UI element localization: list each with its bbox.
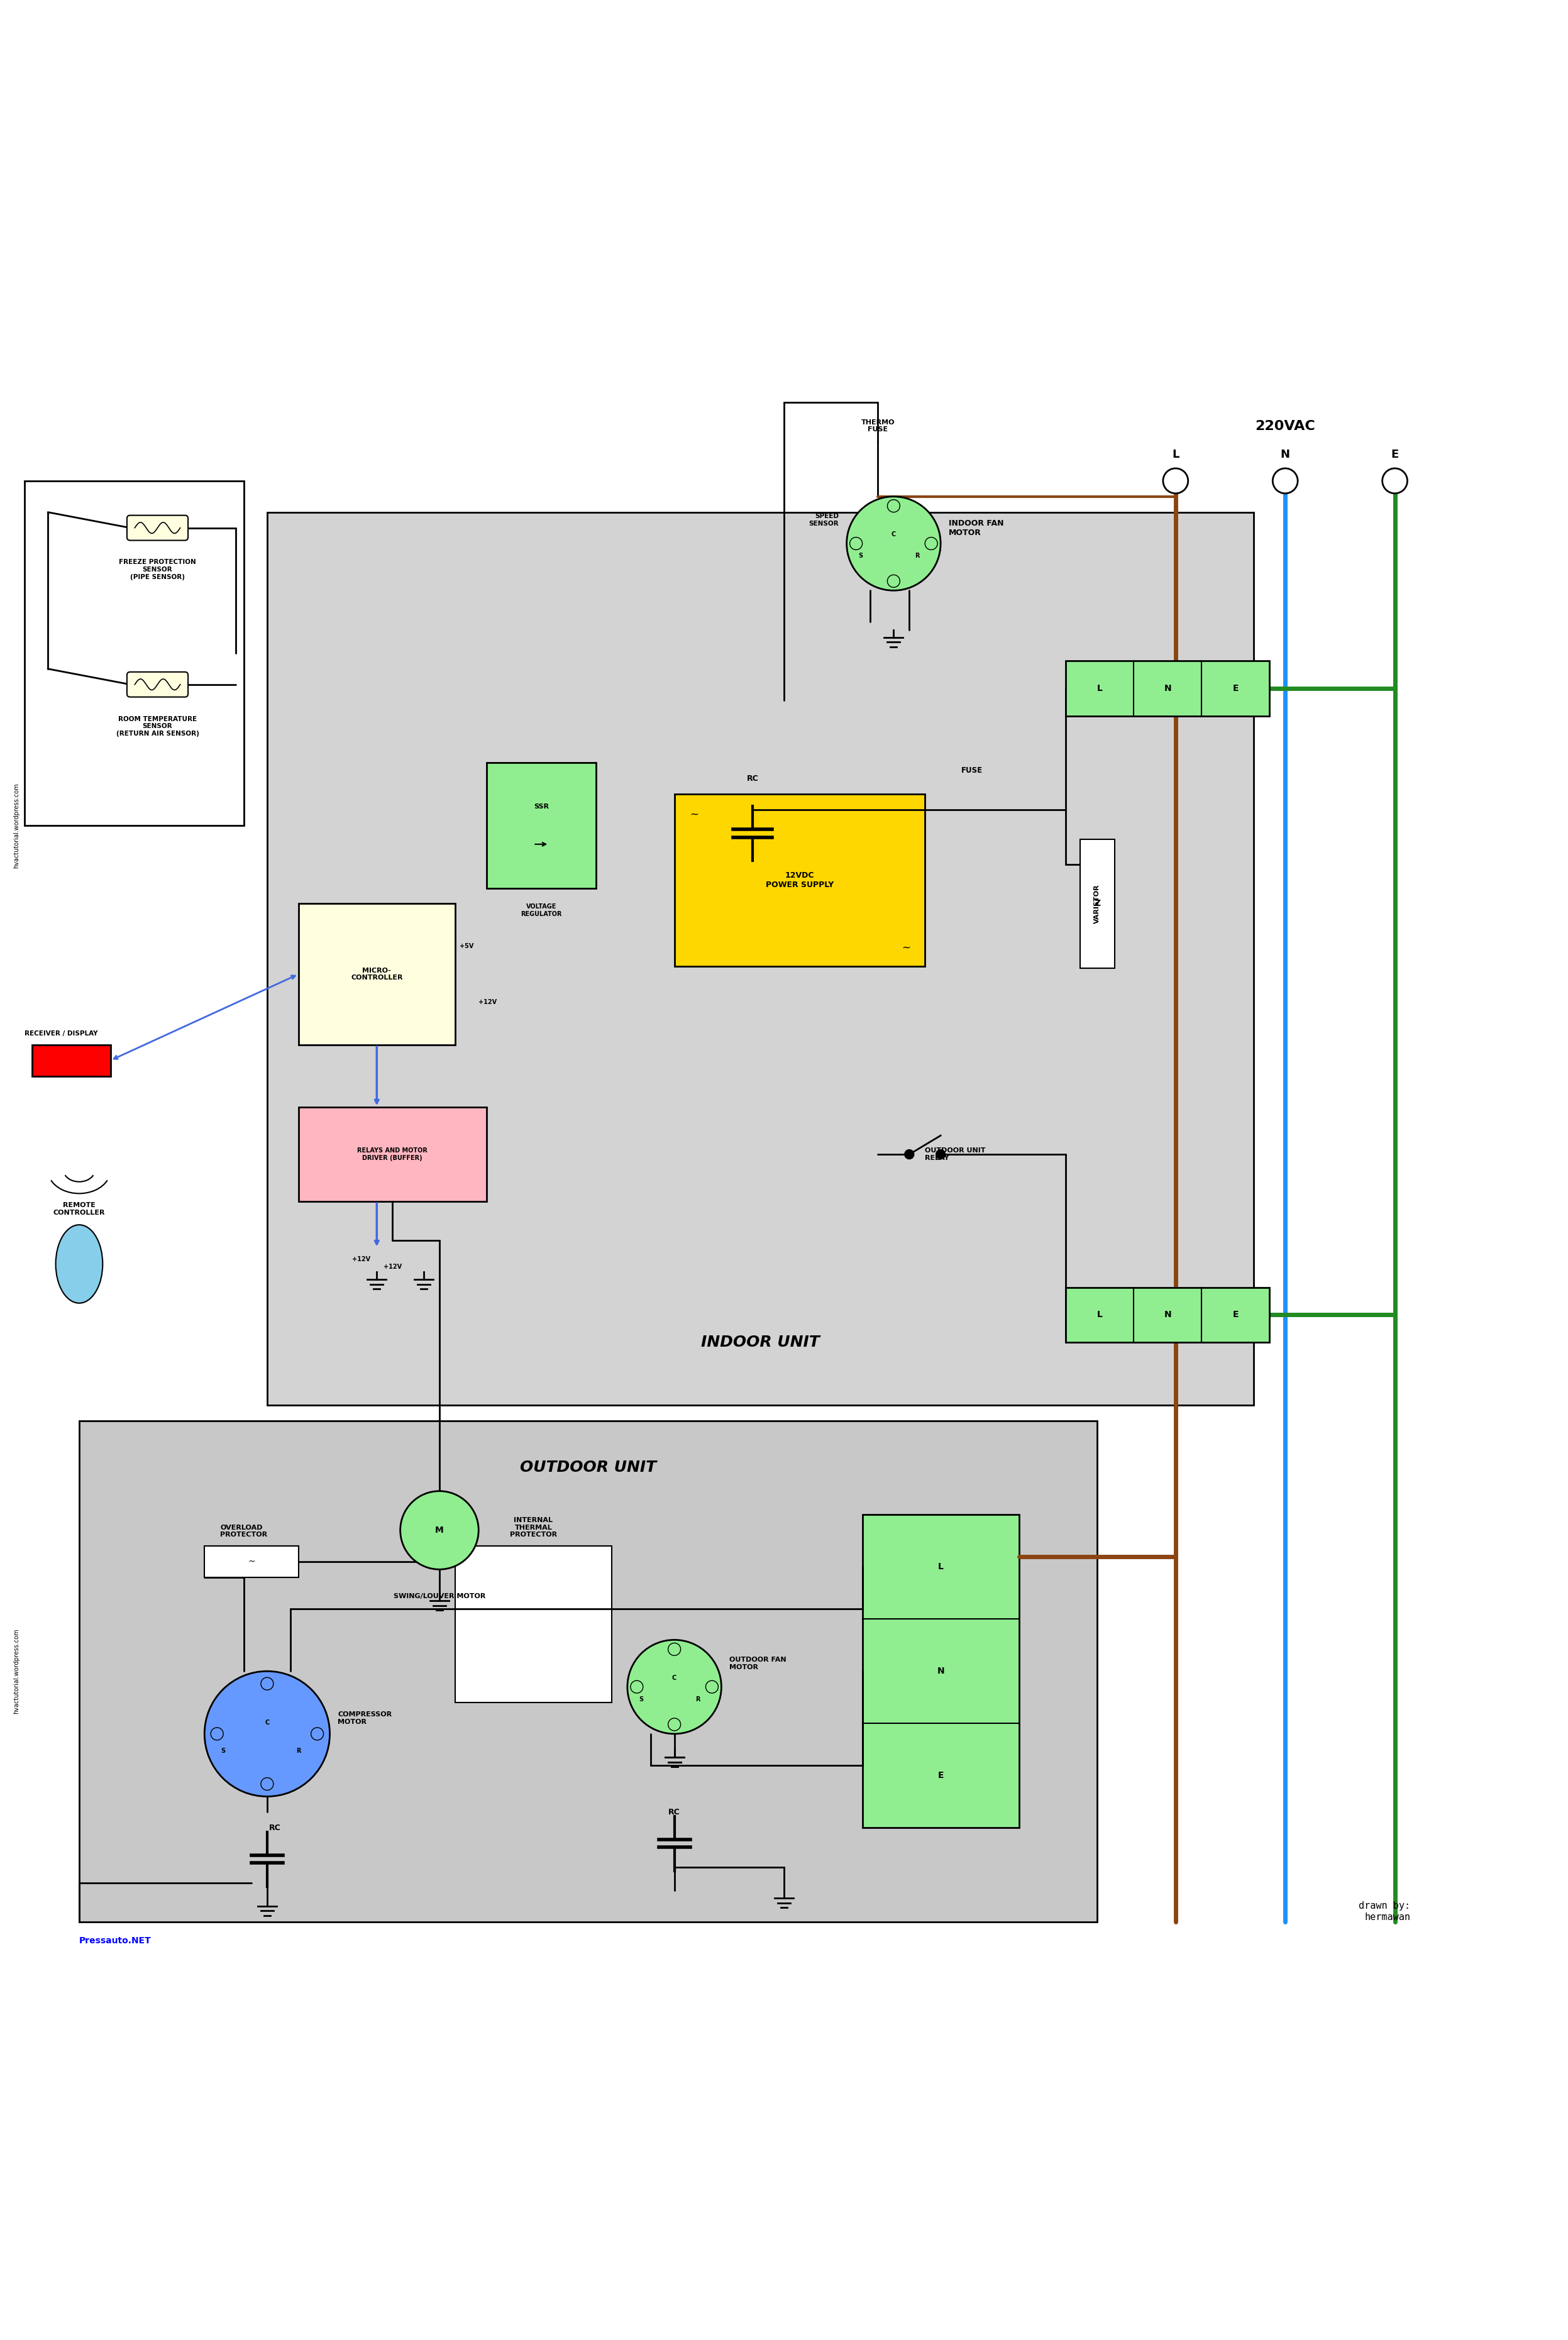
Text: hvactutorial.wordpress.com: hvactutorial.wordpress.com (14, 784, 20, 868)
Text: L: L (938, 1563, 944, 1570)
Text: RECEIVER / DISPLAY: RECEIVER / DISPLAY (25, 1030, 97, 1037)
FancyBboxPatch shape (80, 1420, 1098, 1921)
Text: C: C (265, 1720, 270, 1725)
Text: OUTDOOR UNIT
RELAY: OUTDOOR UNIT RELAY (925, 1147, 986, 1161)
Text: FUSE: FUSE (961, 768, 983, 775)
Text: SSR: SSR (533, 803, 549, 810)
Text: S: S (221, 1748, 226, 1755)
Text: +12V: +12V (478, 999, 497, 1006)
Text: E: E (1391, 449, 1399, 461)
FancyBboxPatch shape (1080, 840, 1115, 969)
Text: FREEZE PROTECTION
SENSOR
(PIPE SENSOR): FREEZE PROTECTION SENSOR (PIPE SENSOR) (119, 559, 196, 580)
Text: hvactutorial.wordpress.com: hvactutorial.wordpress.com (14, 1629, 20, 1713)
Text: SPEED
SENSOR: SPEED SENSOR (809, 512, 839, 526)
FancyBboxPatch shape (486, 763, 596, 889)
Text: INDOOR UNIT: INDOOR UNIT (701, 1334, 820, 1350)
Text: VARISTOR: VARISTOR (1094, 885, 1101, 924)
Circle shape (847, 496, 941, 590)
Text: L: L (1171, 449, 1179, 461)
Circle shape (204, 1671, 329, 1797)
Text: OUTDOOR FAN
MOTOR: OUTDOOR FAN MOTOR (729, 1657, 786, 1671)
FancyBboxPatch shape (204, 1547, 298, 1577)
Text: E: E (938, 1771, 944, 1781)
FancyBboxPatch shape (127, 672, 188, 697)
Text: drawn by:
hermawan: drawn by: hermawan (1359, 1902, 1411, 1921)
Text: ROOM TEMPERATURE
SENSOR
(RETURN AIR SENSOR): ROOM TEMPERATURE SENSOR (RETURN AIR SENS… (116, 716, 199, 737)
Text: N: N (1163, 683, 1171, 693)
Text: +12V: +12V (383, 1264, 401, 1271)
FancyBboxPatch shape (127, 515, 188, 541)
Text: RC: RC (270, 1823, 281, 1832)
Text: ~: ~ (902, 943, 911, 952)
Text: E: E (1232, 1310, 1239, 1320)
Text: N: N (1163, 1310, 1171, 1320)
Text: R: R (696, 1696, 701, 1701)
Text: OVERLOAD
PROTECTOR: OVERLOAD PROTECTOR (220, 1523, 268, 1537)
Text: COMPRESSOR
MOTOR: COMPRESSOR MOTOR (337, 1711, 392, 1725)
FancyBboxPatch shape (455, 1547, 612, 1704)
Text: 220VAC: 220VAC (1254, 419, 1316, 433)
Circle shape (905, 1149, 914, 1158)
FancyBboxPatch shape (674, 793, 925, 966)
Text: ~: ~ (248, 1556, 256, 1565)
Text: RELAYS AND MOTOR
DRIVER (BUFFER): RELAYS AND MOTOR DRIVER (BUFFER) (358, 1147, 428, 1161)
Ellipse shape (56, 1224, 102, 1303)
FancyBboxPatch shape (1066, 1287, 1270, 1343)
Text: RC: RC (668, 1809, 681, 1816)
Text: L: L (1098, 1310, 1102, 1320)
Circle shape (1163, 468, 1189, 494)
Text: THERMO
FUSE: THERMO FUSE (861, 419, 895, 433)
Text: +12V: +12V (351, 1257, 370, 1261)
Text: S: S (859, 552, 862, 559)
FancyBboxPatch shape (298, 903, 455, 1044)
Text: INDOOR FAN
MOTOR: INDOOR FAN MOTOR (949, 519, 1004, 536)
Text: L: L (1098, 683, 1102, 693)
Text: R: R (914, 552, 919, 559)
Circle shape (627, 1640, 721, 1734)
Circle shape (936, 1149, 946, 1158)
Text: SWING/LOUVER MOTOR: SWING/LOUVER MOTOR (394, 1594, 486, 1598)
Text: OUTDOOR UNIT: OUTDOOR UNIT (521, 1460, 657, 1474)
Circle shape (1273, 468, 1298, 494)
FancyBboxPatch shape (862, 1514, 1019, 1828)
Text: ~: ~ (690, 810, 699, 819)
Text: M: M (434, 1526, 444, 1535)
Text: +5V: +5V (459, 943, 474, 950)
Text: C: C (673, 1675, 677, 1680)
FancyBboxPatch shape (33, 1044, 110, 1076)
Text: E: E (1232, 683, 1239, 693)
Text: S: S (640, 1696, 644, 1701)
Text: N: N (1281, 449, 1290, 461)
Text: VOLTAGE
REGULATOR: VOLTAGE REGULATOR (521, 903, 561, 917)
Text: REMOTE
CONTROLLER: REMOTE CONTROLLER (53, 1203, 105, 1217)
Text: RC: RC (746, 775, 759, 782)
Text: N: N (938, 1666, 944, 1675)
Circle shape (1383, 468, 1408, 494)
Text: Z: Z (1094, 899, 1101, 908)
Text: MICRO-
CONTROLLER: MICRO- CONTROLLER (351, 966, 403, 980)
Text: Pressauto.NET: Pressauto.NET (80, 1938, 152, 1945)
FancyBboxPatch shape (267, 512, 1254, 1404)
Circle shape (400, 1491, 478, 1570)
Text: R: R (296, 1748, 301, 1755)
Text: INTERNAL
THERMAL
PROTECTOR: INTERNAL THERMAL PROTECTOR (510, 1516, 557, 1537)
FancyBboxPatch shape (298, 1107, 486, 1200)
FancyBboxPatch shape (1066, 660, 1270, 716)
Text: 12VDC
POWER SUPPLY: 12VDC POWER SUPPLY (765, 870, 834, 889)
Text: C: C (891, 531, 895, 538)
